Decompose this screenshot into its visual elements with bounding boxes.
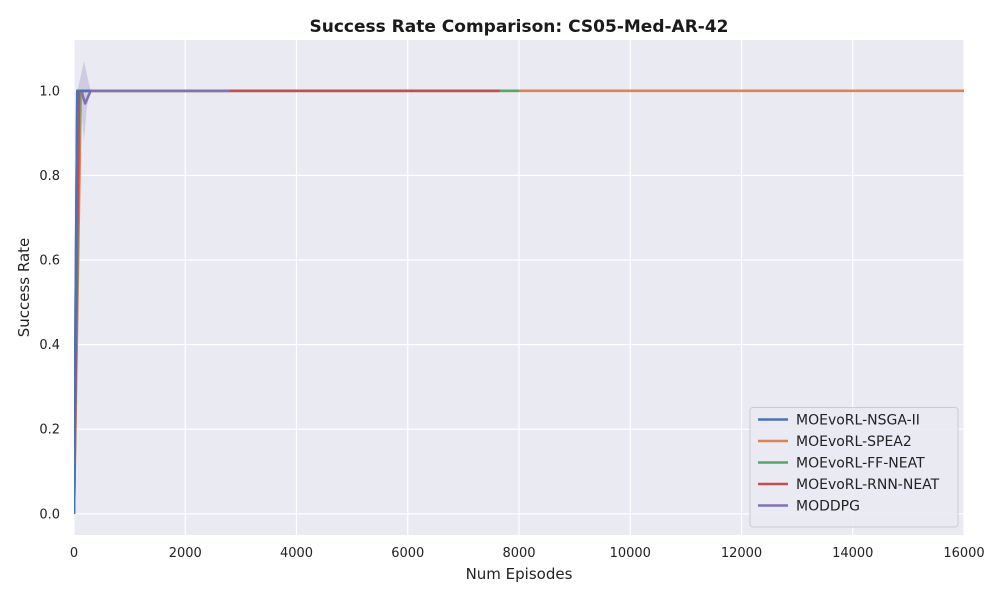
x-tick-label: 4000 bbox=[280, 546, 313, 561]
chart-title: Success Rate Comparison: CS05-Med-AR-42 bbox=[309, 17, 728, 37]
y-tick-label: 0.8 bbox=[39, 169, 60, 184]
x-tick-label: 0 bbox=[70, 546, 78, 561]
x-tick-label: 2000 bbox=[169, 546, 202, 561]
x-axis-label: Num Episodes bbox=[466, 565, 573, 583]
y-tick-label: 0.4 bbox=[39, 338, 60, 353]
y-tick-label: 0.0 bbox=[39, 507, 60, 522]
legend-label: MOEvoRL-NSGA-II bbox=[796, 413, 920, 429]
y-axis-label: Success Rate bbox=[15, 238, 33, 338]
legend-label: MODDPG bbox=[796, 499, 860, 515]
x-ticks: 0 2000 4000 6000 8000 10000 12000 14000 16000 bbox=[70, 546, 985, 561]
legend-box bbox=[749, 407, 959, 528]
x-tick-label: 12000 bbox=[721, 546, 762, 561]
series-layer bbox=[74, 61, 964, 514]
x-tick-label: 10000 bbox=[610, 546, 651, 561]
x-tick-label: 6000 bbox=[391, 546, 424, 561]
x-tick-label: 8000 bbox=[502, 546, 535, 561]
y-tick-label: 0.2 bbox=[39, 423, 60, 438]
y-tick-label: 0.6 bbox=[39, 254, 60, 269]
legend: MOEvoRL-NSGA-II MOEvoRL-SPEA2 MOEvoRL-FF-N… bbox=[749, 407, 959, 528]
x-tick-label: 16000 bbox=[943, 546, 984, 561]
series-line bbox=[74, 89, 91, 514]
y-tick-label: 1.0 bbox=[39, 84, 60, 99]
y-ticks: 0.0 0.2 0.4 0.6 0.8 1.0 bbox=[39, 84, 60, 522]
legend-label: MOEvoRL-SPEA2 bbox=[796, 434, 912, 450]
legend-label: MOEvoRL-FF-NEAT bbox=[796, 456, 925, 472]
legend-label: MOEvoRL-RNN-NEAT bbox=[796, 477, 940, 493]
x-tick-label: 14000 bbox=[832, 546, 873, 561]
